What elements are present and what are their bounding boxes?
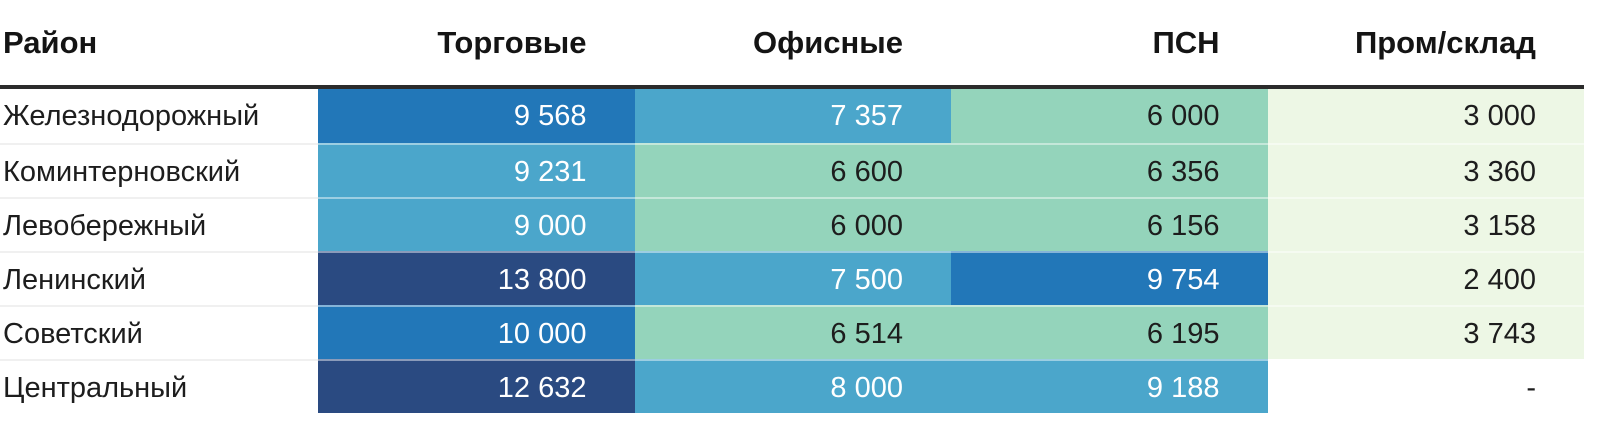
- table-row: Ленинский 13 800 7 500 9 754 2 400: [0, 251, 1584, 305]
- col-header-0: Торговые: [437, 25, 587, 60]
- value-cell: 6 195: [951, 305, 1268, 359]
- col-header-1: Офисные: [753, 25, 903, 60]
- district-cell: Левобережный: [0, 197, 318, 251]
- value-cell: 9 568: [318, 89, 635, 143]
- district-cell: Советский: [0, 305, 318, 359]
- value-cell: 6 000: [634, 197, 951, 251]
- header-row: Район Торговые Офисные ПСН Пром/склад: [0, 0, 1584, 89]
- value-cell: 3 743: [1267, 305, 1584, 359]
- value-cell: 9 231: [318, 143, 635, 197]
- value-cell: 2 400: [1267, 251, 1584, 305]
- value-cell: 13 800: [318, 251, 635, 305]
- table-body: Железнодорожный 9 568 7 357 6 000 3 000 Комин…: [0, 89, 1584, 413]
- value-cell: 6 156: [951, 197, 1268, 251]
- value-cell: 10 000: [318, 305, 635, 359]
- table-row: Центральный 12 632 8 000 9 188-: [0, 359, 1584, 413]
- table-row: Коминтерновский 9 231 6 600 6 356 3 360: [0, 143, 1584, 197]
- district-cell: Железнодорожный: [3, 100, 260, 132]
- value-cell: 6 514: [634, 305, 951, 359]
- col-header-district: Район: [3, 25, 98, 60]
- value-cell: -: [1267, 359, 1584, 413]
- table-row: Левобережный 9 000 6 000 6 156 3 158: [0, 197, 1584, 251]
- value-cell: 9 188: [951, 359, 1268, 413]
- value-cell: 3 000: [1267, 89, 1584, 143]
- district-cell: Коминтерновский: [0, 143, 318, 197]
- value-cell: 7 357: [634, 89, 951, 143]
- value-cell: 9 754: [951, 251, 1268, 305]
- col-header-3: Пром/склад: [1354, 25, 1536, 60]
- value-cell: 12 632: [318, 359, 635, 413]
- table-row: Железнодорожный 9 568 7 357 6 000 3 000: [0, 89, 1584, 143]
- value-cell: 8 000: [634, 359, 951, 413]
- district-cell: Ленинский: [0, 251, 318, 305]
- district-cell: Центральный: [0, 359, 318, 413]
- value-cell: 7 500: [634, 251, 951, 305]
- value-cell: 9 000: [318, 197, 635, 251]
- table-row: Советский 10 000 6 514 6 195 3 743: [0, 305, 1584, 359]
- value-cell: 6 356: [951, 143, 1268, 197]
- value-cell: 6 600: [634, 143, 951, 197]
- col-header-2: ПСН: [1152, 25, 1220, 60]
- value-cell: 3 360: [1267, 143, 1584, 197]
- value-cell: 3 158: [1267, 197, 1584, 251]
- value-cell: 6 000: [951, 89, 1268, 143]
